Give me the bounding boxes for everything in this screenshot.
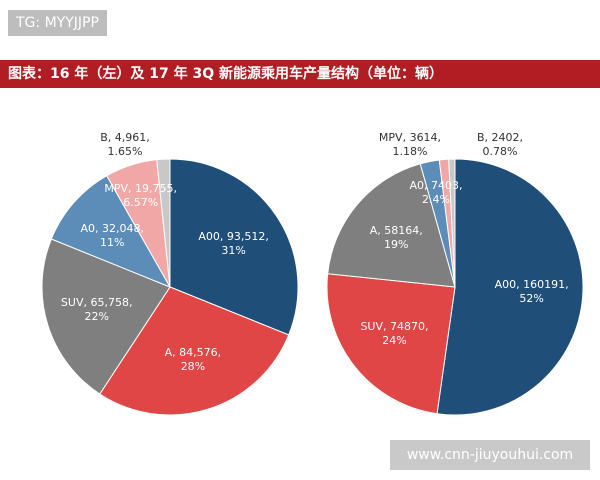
data-label: A0, 32,048, 11% xyxy=(80,222,144,250)
data-label: SUV, 74870, 24% xyxy=(360,320,429,348)
data-label: A0, 7403, 2.4% xyxy=(409,178,463,206)
data-label: MPV, 19,755, 6.57% xyxy=(104,181,177,209)
data-label: SUV, 65,758, 22% xyxy=(60,295,133,323)
watermark: TG: MYYJJPP xyxy=(8,10,107,36)
pie-slice xyxy=(448,158,456,288)
pie-slice xyxy=(169,158,299,336)
pie-slice xyxy=(327,163,456,288)
pie-slice xyxy=(156,158,171,288)
pie-slice xyxy=(41,238,171,395)
data-label: B, 2402, 0.78% xyxy=(476,131,524,158)
pie-slice xyxy=(99,286,290,416)
title: 图表：16 年（左）及 17 年 3Q 新能源乘用车产量结构（单位：辆） xyxy=(0,60,600,88)
data-label: B, 4,961, 1.65% xyxy=(100,131,150,158)
data-label: A00, 160191, 52% xyxy=(494,278,569,306)
pie-slice xyxy=(436,158,584,416)
data-label: A00, 93,512, 31% xyxy=(198,230,269,258)
watermark: www.cnn-jiuyouhui.com xyxy=(390,440,590,470)
pie-slice xyxy=(50,175,172,289)
data-label: A, 58164, 19% xyxy=(369,223,423,251)
data-label: MPV, 3614, 1.18% xyxy=(378,131,442,158)
data-label: A, 84,576, 28% xyxy=(164,346,222,374)
pie-slice xyxy=(326,273,456,415)
